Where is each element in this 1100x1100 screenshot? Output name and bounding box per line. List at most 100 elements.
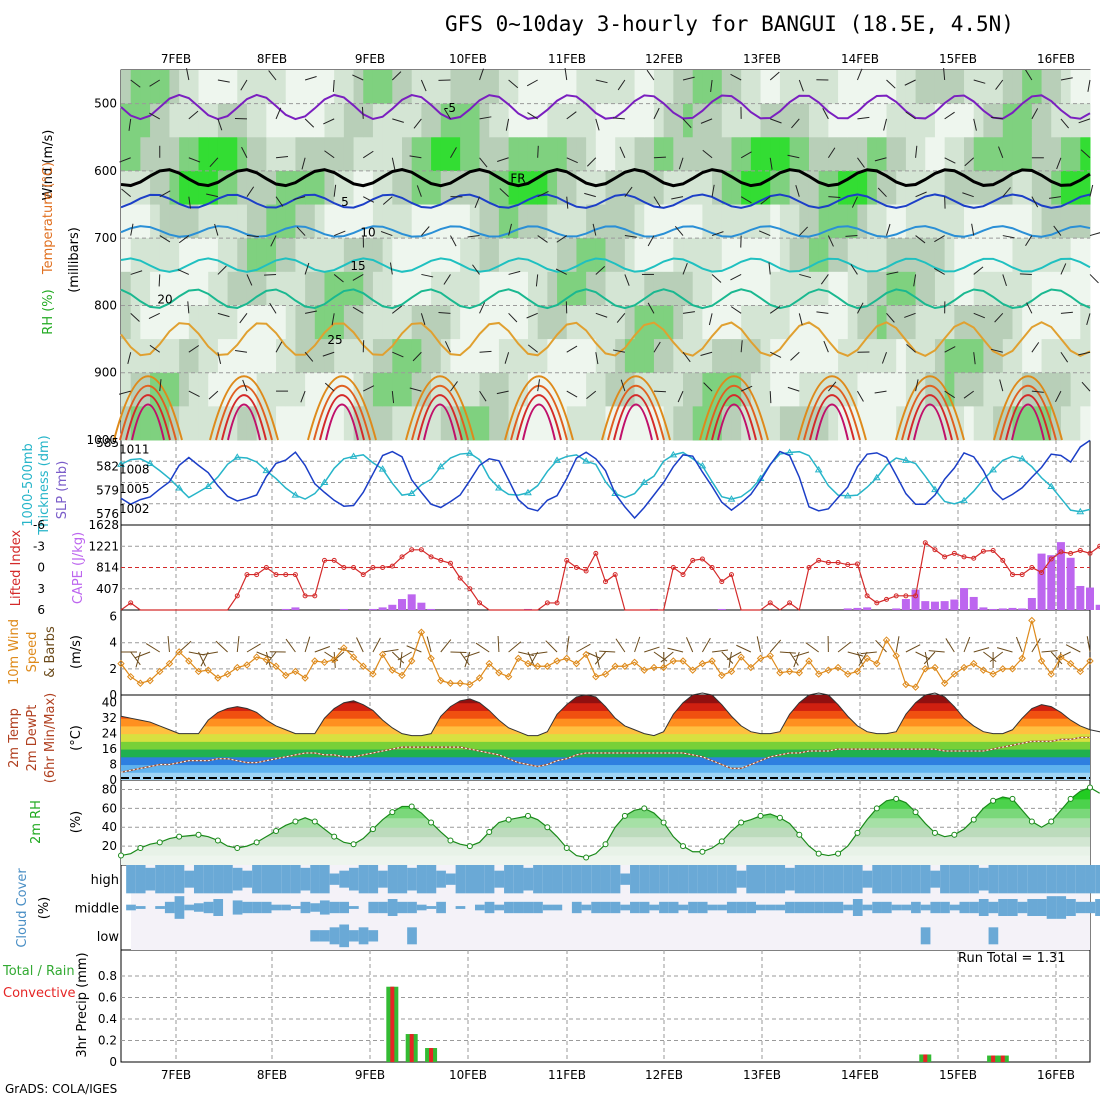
lifted-index-marker (273, 572, 279, 578)
rh-cell (624, 271, 636, 306)
rh-cell (779, 170, 791, 206)
rh-cell (208, 339, 219, 374)
rh-marker (195, 831, 202, 838)
rh-marker (970, 816, 977, 823)
wind-barb (416, 185, 422, 197)
wind-barb (187, 301, 190, 314)
rh-cell (586, 339, 597, 374)
wind-barb (121, 188, 132, 198)
rh-cell (460, 339, 471, 374)
wind-barb (391, 71, 402, 81)
rh-cell (547, 137, 558, 172)
rh-cell (121, 406, 132, 441)
wind-barb (1060, 351, 1069, 363)
cloud-middle-cell (281, 904, 291, 911)
rh-cell (683, 103, 694, 138)
rh-cell (305, 103, 316, 138)
wind-speed-marker (1086, 657, 1094, 665)
rh-cell (712, 339, 723, 374)
rh-cell (818, 103, 829, 138)
cloud-middle-cell (184, 904, 194, 911)
rh-cell (402, 137, 413, 172)
rh-cell (237, 204, 248, 239)
wind-speed-marker (814, 670, 823, 678)
rh-cell (198, 271, 209, 306)
rh-cell (944, 406, 955, 441)
rh-cell (246, 204, 258, 239)
wind-barb (566, 157, 578, 164)
wind-barb-10m (728, 651, 732, 668)
rh-cell (460, 170, 471, 206)
lifted-index-marker (709, 565, 715, 570)
wind-barb-10m (265, 651, 271, 668)
rh-cell (169, 339, 180, 374)
wind-speed-marker (669, 657, 678, 665)
rh-cell (779, 238, 791, 273)
rh-cell (353, 137, 364, 172)
cloud-middle-cell (930, 901, 941, 914)
rh-cell (867, 372, 878, 407)
rh-cell (857, 70, 868, 105)
rh-cell (382, 238, 393, 273)
wind-speed-marker (126, 672, 135, 681)
cloud-high-cell (600, 865, 611, 894)
temp-tick-label: 0 (109, 773, 117, 787)
wind-barb-10m (314, 646, 331, 653)
rh-cell (925, 137, 936, 172)
cloud-middle-cell (1095, 899, 1100, 916)
rh-cell (276, 339, 287, 374)
thickness-line (120, 450, 1091, 513)
rh-cell (1070, 238, 1081, 273)
rh-cell (1031, 305, 1043, 340)
rh-cell (1060, 70, 1072, 105)
rh-cell (256, 372, 267, 407)
cape-bar (921, 601, 930, 610)
wind-barb (499, 188, 509, 198)
rh-cell (896, 305, 907, 340)
wind-barb (653, 156, 666, 159)
rh-cell (1031, 137, 1043, 172)
rh-cell (314, 339, 325, 374)
rh-cell (673, 70, 684, 105)
rh-cell (779, 137, 791, 172)
cloud-low-cell (349, 930, 359, 942)
wind-barb-10m (805, 642, 819, 653)
cloud-high-cell (678, 865, 689, 894)
surface-temp-contour (405, 375, 475, 441)
wind-barb (1026, 302, 1033, 314)
wind-barb (700, 351, 713, 357)
wind-barb (1060, 311, 1073, 314)
rh-cell (527, 204, 539, 239)
convective-precip-bar (1000, 1055, 1005, 1062)
rh-cell (702, 339, 713, 374)
cloud-middle-cell (135, 906, 146, 909)
rh-cell (557, 204, 568, 239)
cape-tick-label: 407 (96, 582, 119, 596)
rh-cell (905, 271, 917, 306)
rh-cell (1051, 238, 1062, 273)
cloud-middle-cell (804, 901, 815, 914)
rh-cell (188, 137, 200, 172)
li-tick-label: 6 (37, 603, 45, 617)
rh-cell (789, 271, 800, 306)
rh-cell (237, 406, 248, 441)
rh-cell (624, 238, 636, 273)
pressure-tick-label: 500 (94, 97, 117, 111)
cloud-middle-cell (697, 901, 708, 914)
rh-cell (993, 339, 1004, 374)
lifted-index-marker (903, 593, 909, 599)
wind-speed-marker (262, 655, 271, 664)
cloud-middle-cell (310, 903, 320, 912)
rh-cell (208, 406, 219, 441)
cloud-high-cell (542, 865, 553, 894)
cloud-high-cell (426, 865, 437, 894)
rh-ylabel-2: (%) (69, 811, 84, 834)
rh-cell (1051, 372, 1062, 407)
x-tick-label-top: 15FEB (939, 52, 977, 66)
rh-cell (779, 305, 791, 340)
rh-cell (663, 70, 674, 105)
rh-cell (663, 339, 674, 374)
wind-barb (206, 193, 219, 198)
rh-cell (285, 137, 296, 172)
contour-label: -5 (444, 101, 456, 115)
